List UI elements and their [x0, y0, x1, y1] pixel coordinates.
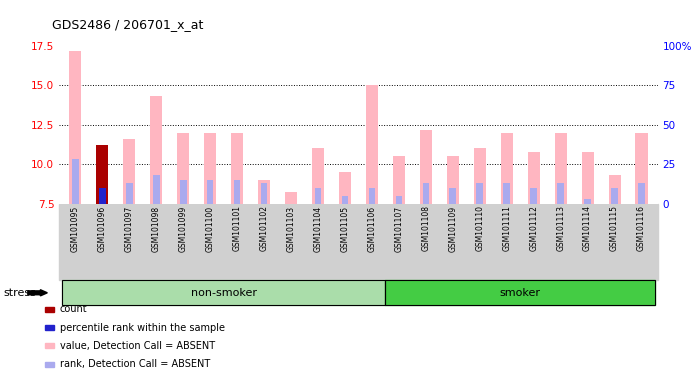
Text: percentile rank within the sample: percentile rank within the sample: [60, 323, 225, 333]
Text: GSM101108: GSM101108: [421, 205, 430, 252]
Bar: [393, 156, 405, 204]
Text: GSM101095: GSM101095: [71, 205, 80, 252]
Bar: [422, 183, 429, 204]
Text: GSM101101: GSM101101: [232, 205, 242, 252]
Bar: [635, 132, 647, 204]
Bar: [153, 175, 159, 204]
Bar: [500, 132, 513, 204]
Text: GDS2486 / 206701_x_at: GDS2486 / 206701_x_at: [52, 18, 203, 31]
Bar: [312, 148, 324, 204]
Text: GSM101116: GSM101116: [637, 205, 646, 252]
Bar: [611, 188, 618, 204]
Bar: [369, 188, 375, 204]
Text: rank, Detection Call = ABSENT: rank, Detection Call = ABSENT: [60, 359, 210, 369]
Bar: [447, 156, 459, 204]
Bar: [477, 183, 483, 204]
Text: GSM101112: GSM101112: [529, 205, 538, 251]
Text: non-smoker: non-smoker: [191, 288, 257, 298]
Bar: [474, 148, 486, 204]
Text: GSM101100: GSM101100: [205, 205, 214, 252]
Bar: [258, 180, 270, 204]
Bar: [70, 51, 81, 204]
Bar: [231, 132, 243, 204]
Text: GSM101113: GSM101113: [556, 205, 565, 252]
Bar: [584, 199, 591, 204]
Bar: [395, 195, 402, 204]
Text: GSM101104: GSM101104: [313, 205, 322, 252]
Bar: [204, 132, 216, 204]
Bar: [177, 132, 189, 204]
Text: GSM101115: GSM101115: [610, 205, 619, 252]
Text: GSM101114: GSM101114: [583, 205, 592, 252]
Bar: [339, 172, 351, 204]
Text: count: count: [60, 304, 88, 314]
Text: GSM101110: GSM101110: [475, 205, 484, 252]
Text: GSM101098: GSM101098: [152, 205, 161, 252]
Bar: [503, 183, 510, 204]
Bar: [366, 85, 378, 204]
Text: GSM101099: GSM101099: [179, 205, 188, 252]
Bar: [126, 183, 133, 204]
Text: GSM101106: GSM101106: [367, 205, 377, 252]
Bar: [261, 183, 267, 204]
Text: GSM101097: GSM101097: [125, 205, 134, 252]
Bar: [234, 180, 240, 204]
Text: GSM101111: GSM101111: [503, 205, 512, 251]
Text: smoker: smoker: [500, 288, 541, 298]
Bar: [150, 96, 162, 204]
Bar: [450, 188, 456, 204]
Text: GSM101105: GSM101105: [340, 205, 349, 252]
Bar: [582, 152, 594, 204]
Bar: [557, 183, 564, 204]
Bar: [342, 195, 348, 204]
Bar: [315, 188, 322, 204]
Bar: [207, 180, 214, 204]
Text: stress: stress: [3, 288, 36, 298]
Bar: [555, 132, 567, 204]
Bar: [99, 188, 106, 204]
Text: GSM101102: GSM101102: [260, 205, 269, 252]
Text: GSM101109: GSM101109: [448, 205, 457, 252]
Text: GSM101107: GSM101107: [395, 205, 404, 252]
Bar: [96, 145, 109, 204]
Bar: [638, 183, 645, 204]
Bar: [123, 139, 135, 204]
Bar: [608, 175, 621, 204]
Text: GSM101096: GSM101096: [98, 205, 106, 252]
Text: value, Detection Call = ABSENT: value, Detection Call = ABSENT: [60, 341, 215, 351]
Bar: [420, 129, 432, 204]
Bar: [72, 159, 79, 204]
Bar: [530, 188, 537, 204]
Bar: [528, 152, 540, 204]
Bar: [180, 180, 187, 204]
Bar: [285, 192, 297, 204]
Text: GSM101103: GSM101103: [287, 205, 296, 252]
